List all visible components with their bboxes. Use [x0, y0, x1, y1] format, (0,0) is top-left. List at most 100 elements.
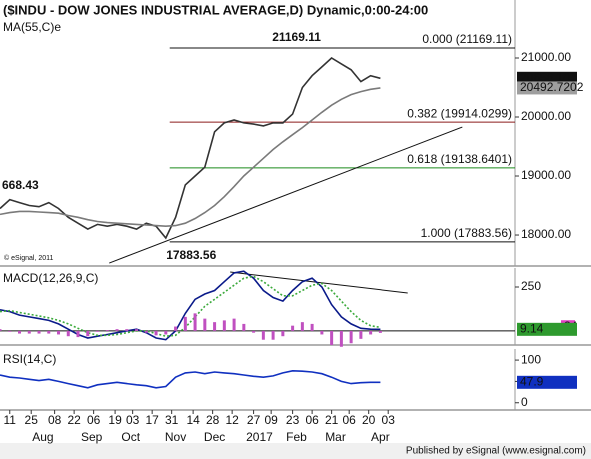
month-label: Feb	[286, 430, 307, 444]
fib-label: 0.000 (21169.11)	[422, 32, 512, 46]
histogram-bar	[86, 330, 90, 337]
y-tick-label: 100	[521, 352, 541, 366]
value-tag	[517, 375, 577, 389]
x-tick-label: 06	[305, 413, 319, 427]
value-tag	[517, 81, 577, 95]
price-label: 668.43	[2, 178, 39, 192]
histogram-bar	[96, 330, 100, 332]
x-tick-label: 28	[206, 413, 220, 427]
series-line	[0, 369, 381, 389]
value-tag-label: 47.9	[520, 374, 544, 388]
x-tick-label: 27	[247, 413, 261, 427]
series-name: MA(55,C)e	[3, 20, 61, 34]
histogram-bar	[37, 330, 41, 334]
x-tick-label: 09	[264, 413, 278, 427]
series-line	[0, 275, 381, 338]
value-tag-label: 20492.7202	[520, 80, 584, 94]
x-tick-label: 11	[4, 413, 17, 427]
histogram-bar	[115, 329, 119, 331]
series-line	[0, 270, 381, 341]
histogram-bar	[291, 325, 295, 331]
x-tick-label: 17	[145, 413, 159, 427]
month-label: 2017	[246, 430, 273, 444]
x-tick-label: 08	[48, 413, 62, 427]
footer: Published by eSignal (www.esignal.com)	[406, 446, 586, 457]
histogram-bar	[349, 330, 353, 344]
x-tick-label: 03	[126, 413, 140, 427]
x-tick-label: 14	[186, 413, 200, 427]
panel-title: RSI(14,C)	[3, 352, 56, 366]
histogram-bar	[174, 326, 178, 331]
trendline	[230, 271, 408, 294]
month-label: Nov	[165, 430, 186, 444]
histogram-bar	[193, 313, 197, 331]
x-tick-label: 20	[362, 413, 376, 427]
histogram-bar	[105, 330, 109, 331]
month-label: Oct	[121, 430, 140, 444]
series-line	[0, 57, 381, 240]
y-tick-label: 19000.00	[521, 168, 571, 182]
x-tick-label: 23	[286, 413, 300, 427]
x-tick-label: 19	[108, 413, 122, 427]
histogram-bar	[271, 330, 275, 340]
footer-bar	[0, 443, 591, 459]
panel-title: ($INDU - DOW JONES INDUSTRIAL AVERAGE,D)…	[3, 2, 428, 17]
fib-label: 0.618 (19138.6401)	[407, 152, 512, 166]
y-tick-label: 0	[521, 395, 528, 409]
fib-label: 0.382 (19914.0299)	[407, 106, 512, 120]
y-tick-label: 250	[521, 279, 541, 293]
x-tick-label: 22	[67, 413, 81, 427]
histogram-bar	[57, 330, 61, 335]
histogram-bar	[213, 322, 217, 331]
histogram-bar	[261, 330, 265, 340]
histogram-bar	[359, 330, 363, 339]
histogram-bar	[18, 330, 22, 334]
x-tick-label: 12	[225, 413, 239, 427]
histogram-bar	[154, 330, 158, 336]
histogram-bar	[320, 330, 324, 335]
histogram-bar	[125, 329, 129, 331]
histogram-bar	[232, 318, 236, 331]
value-tag-label: 20656.10	[520, 70, 570, 84]
histogram-bar	[144, 330, 148, 333]
histogram-bar	[369, 330, 373, 335]
panel-title: MACD(12,26,9,C)	[3, 271, 98, 285]
histogram-bar	[330, 330, 334, 345]
x-tick-label: 03	[382, 413, 396, 427]
histogram-bar	[339, 330, 343, 347]
x-tick-label: 06	[87, 413, 101, 427]
histogram-bar	[164, 330, 168, 335]
histogram-bar	[135, 329, 139, 331]
series-line	[0, 87, 381, 228]
histogram-bar	[222, 320, 226, 331]
price-label: 17883.56	[166, 248, 216, 262]
histogram-bar	[378, 330, 382, 333]
histogram-bar	[310, 323, 314, 331]
histogram-bar	[76, 330, 80, 338]
histogram-bar	[0, 329, 2, 331]
fib-label: 1.000 (17883.56)	[421, 226, 512, 240]
y-tick-label: 20000.00	[521, 109, 571, 123]
histogram-bar	[66, 330, 70, 337]
y-tick-label: 18000.00	[521, 227, 571, 241]
month-label: Mar	[325, 430, 346, 444]
histogram-bar	[252, 330, 256, 333]
histogram-bar	[300, 322, 304, 331]
histogram-bar	[8, 330, 12, 332]
histogram-bar	[183, 316, 187, 331]
month-label: Dec	[204, 430, 225, 444]
y-tick-label: 21000.00	[521, 50, 571, 64]
x-tick-label: 31	[165, 413, 179, 427]
histogram-bar	[27, 330, 31, 334]
month-label: Aug	[32, 430, 53, 444]
price-label: 21169.11	[272, 30, 321, 44]
x-tick-label: 21	[325, 413, 339, 427]
x-tick-label: 06	[343, 413, 357, 427]
month-label: Sep	[81, 430, 103, 444]
histogram-bar	[47, 330, 51, 334]
value-tag-label: 9.14	[520, 322, 544, 336]
histogram-bar	[242, 323, 246, 331]
month-label: Apr	[371, 430, 390, 444]
